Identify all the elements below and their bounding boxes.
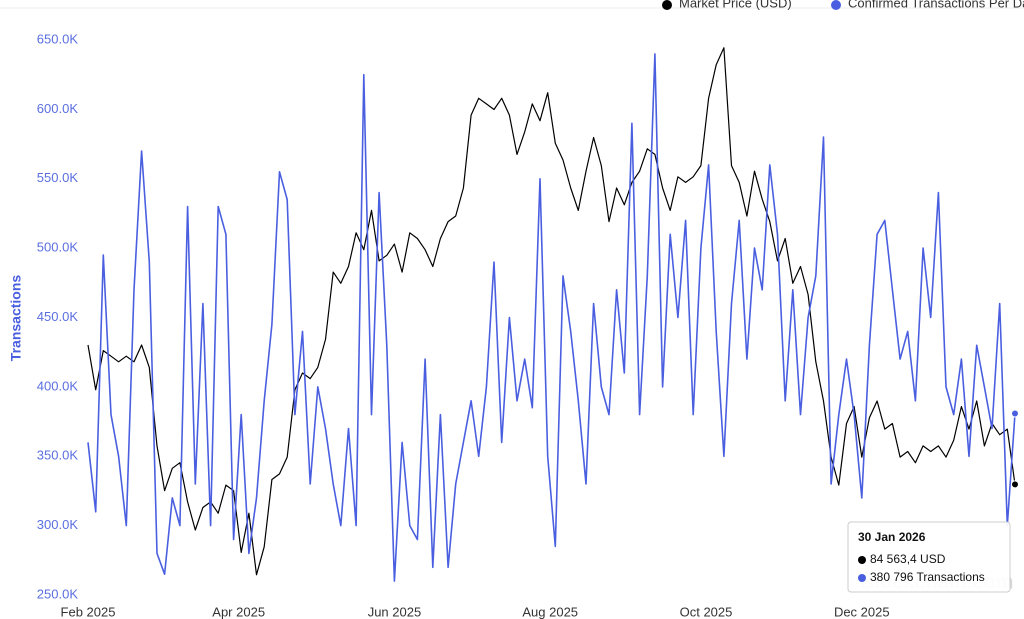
x-tick-label: Jun 2025 [368, 604, 422, 619]
series-line [87, 53, 1016, 582]
tooltip-line: 84 563,4 USD [870, 552, 946, 566]
y-tick-label: 550.0K [37, 170, 79, 185]
legend-label: Market Price (USD) [679, 0, 792, 10]
tooltip-box [847, 521, 1011, 593]
y-tick-label: 300.0K [37, 517, 79, 532]
tooltip: 30 Jan 2026 84 563,4 USD 380 796 Transacti… [847, 521, 1011, 593]
y-tick-label: 450.0K [37, 309, 79, 324]
y-tick-label: 400.0K [37, 378, 79, 393]
y-tick-label: 350.0K [37, 448, 79, 463]
x-tick-label: Oct 2025 [680, 604, 733, 619]
tooltip-line: 380 796 Transactions [870, 570, 985, 584]
y-tick-label: 500.0K [37, 240, 79, 255]
series-line [87, 47, 1016, 576]
last-point [1011, 409, 1019, 418]
tooltip-marker [858, 574, 866, 582]
legend-marker [831, 0, 841, 10]
y-axis-title: Transactions [8, 275, 24, 362]
x-tick-label: Aug 2025 [522, 604, 578, 619]
y-tick-label: 600.0K [37, 101, 79, 116]
tooltip-date: 30 Jan 2026 [858, 530, 926, 544]
legend-label: Confirmed Transactions Per Day [848, 0, 1024, 10]
y-tick-label: 250.0K [37, 586, 79, 601]
x-tick-label: Dec 2025 [834, 604, 890, 619]
tooltip-marker [858, 556, 866, 564]
legend-marker [662, 0, 672, 10]
y-tick-label: 650.0K [37, 31, 79, 46]
last-point [1011, 480, 1019, 489]
x-tick-label: Feb 2025 [61, 604, 116, 619]
x-tick-label: Apr 2025 [212, 604, 265, 619]
